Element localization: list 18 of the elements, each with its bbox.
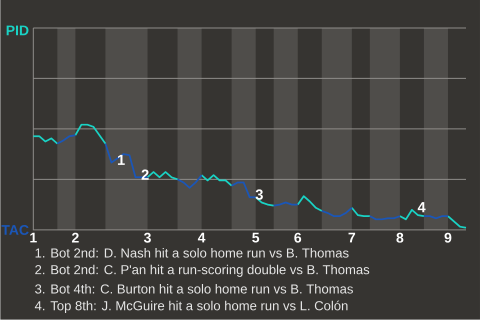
text: 1. Bot 2nd: D. Nash hit a solo home run vs B. Thomas bbox=[36, 248, 349, 258]
x-tick-label: 4 bbox=[198, 232, 206, 242]
x-tick-label: 2 bbox=[72, 232, 79, 243]
text: 2. Bot 2nd: C. P'an hit a run-scoring double vs B. Thomas bbox=[35, 264, 370, 277]
x-tick-label: 6 bbox=[294, 232, 302, 243]
text: PID bbox=[6, 26, 28, 36]
x-tick-label: 9 bbox=[444, 232, 452, 243]
text: TAC bbox=[2, 225, 29, 236]
annotation: 3 bbox=[256, 190, 263, 200]
annotation: 4 bbox=[418, 202, 426, 212]
text: 3. Bot 4th: C. Burton hit a solo home run vs B. Thomas bbox=[35, 284, 353, 294]
x-tick-label: 1 bbox=[30, 232, 37, 242]
x-tick-label: 7 bbox=[348, 232, 356, 242]
x-tick-label: 8 bbox=[396, 232, 404, 243]
x-tick-label: 5 bbox=[252, 232, 260, 243]
x-tick-label: 3 bbox=[144, 232, 151, 243]
annotation: 1 bbox=[118, 154, 125, 166]
text: 4. Top 8th: J. McGuire hit a solo home run vs L. Colón bbox=[34, 300, 348, 314]
